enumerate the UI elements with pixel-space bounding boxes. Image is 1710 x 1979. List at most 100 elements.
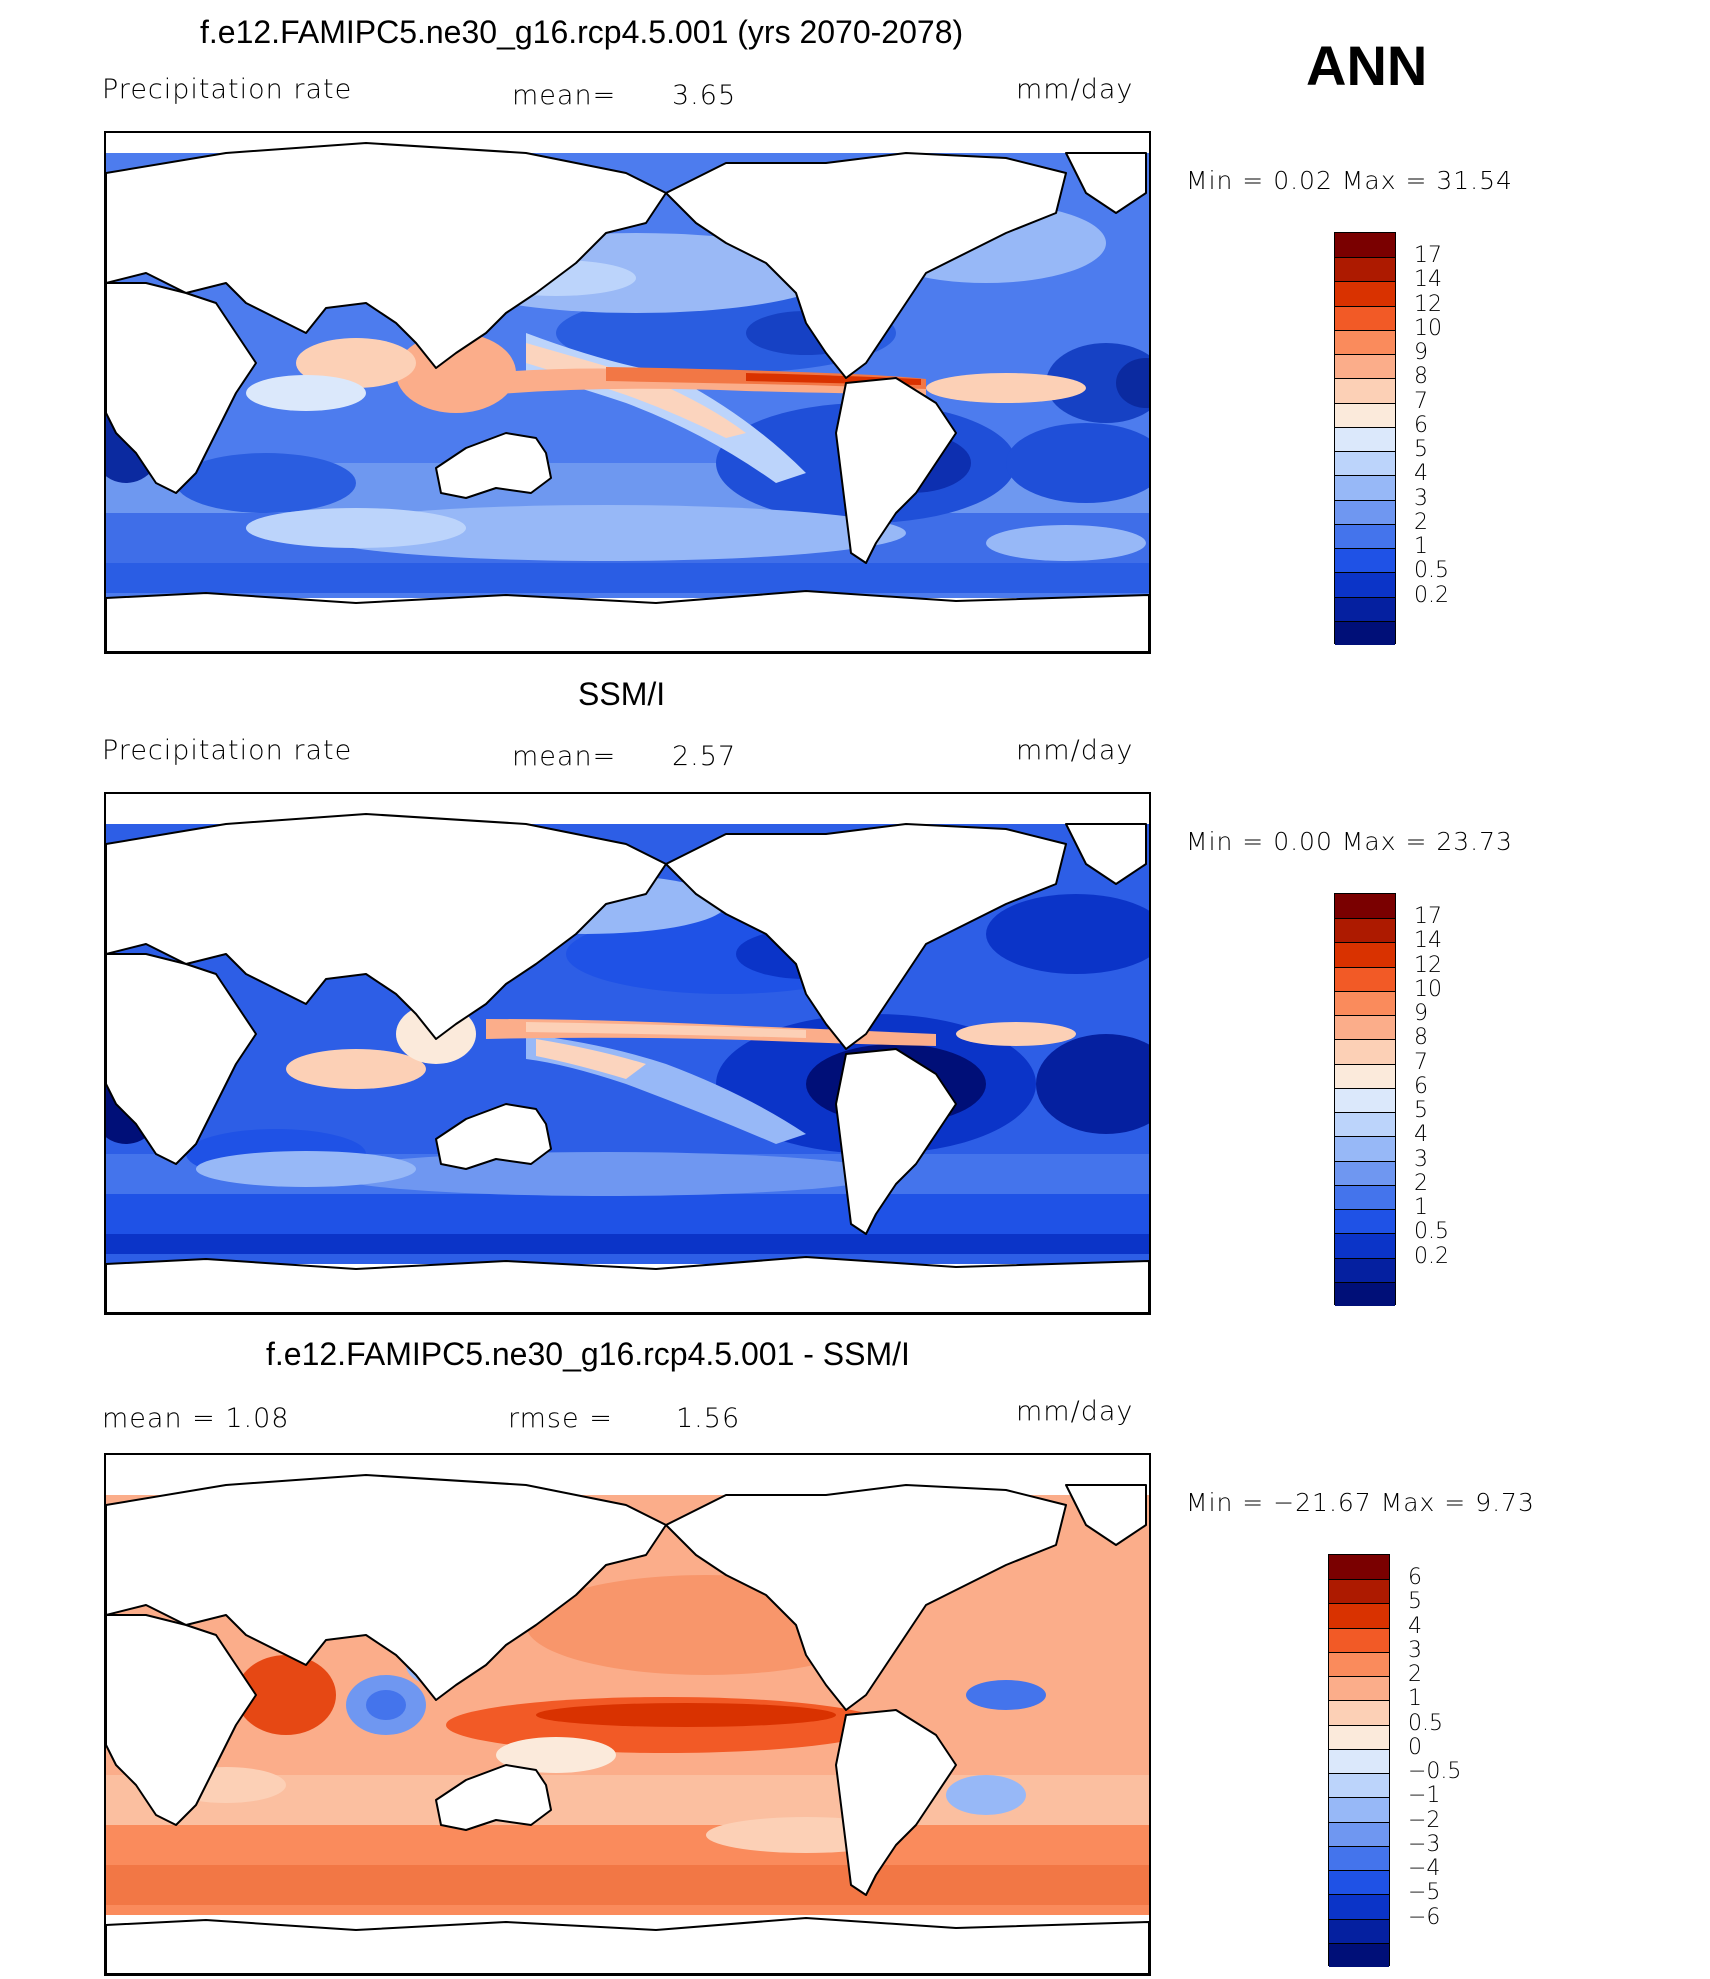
- panel3-colorbar-swatch: [1329, 1748, 1389, 1774]
- panel2-colorbar-swatch: [1335, 1209, 1395, 1234]
- panel1-variable-label: Precipitation rate: [102, 74, 353, 105]
- panel3-colorbar-swatch: [1329, 1603, 1389, 1628]
- panel3-rmse-label: rmse =: [508, 1403, 613, 1434]
- panel2-colorbar-label: 12: [1414, 952, 1442, 978]
- panel1-colorbar-swatch: [1335, 475, 1395, 500]
- panel3-colorbar-swatch: [1329, 1845, 1389, 1871]
- panel2-colorbar-label: 1: [1414, 1195, 1428, 1221]
- panel3-colorbar-label: 5: [1408, 1589, 1422, 1615]
- panel1-colorbar-swatch: [1335, 281, 1395, 306]
- panel3-colorbar-label: 0.5: [1408, 1710, 1443, 1736]
- panel1-colorbar-swatch: [1335, 402, 1395, 427]
- panel3-colorbar-label: −3: [1408, 1831, 1441, 1857]
- panel2-colorbar-swatch: [1335, 990, 1395, 1016]
- panel3-colorbar-label: −1: [1408, 1783, 1441, 1809]
- panel2-colorbar-swatch: [1335, 1039, 1395, 1064]
- panel3-colorbar-label: −5: [1408, 1880, 1441, 1906]
- panel3-colorbar-swatch: [1329, 1700, 1389, 1725]
- panel1-colorbar-label: 1: [1414, 534, 1428, 560]
- panel3-colorbar-label: −0.5: [1408, 1759, 1462, 1785]
- panel3-colorbar-swatch: [1329, 1797, 1389, 1822]
- panel1-colorbar-label: 6: [1414, 412, 1428, 438]
- panel1-colorbar-label: 14: [1414, 267, 1442, 293]
- panel2-colorbar-swatch: [1335, 1087, 1395, 1113]
- panel1-mean-value: 3.65: [672, 80, 737, 111]
- panel2-colorbar-label: 2: [1414, 1170, 1428, 1196]
- season-label: ANN: [1306, 34, 1428, 97]
- panel1-colorbar: [1334, 232, 1396, 645]
- panel1-colorbar-label: 4: [1414, 461, 1428, 487]
- panel2-colorbar-swatch: [1335, 1136, 1395, 1161]
- panel3-map: [104, 1453, 1151, 1976]
- panel1-map: [104, 131, 1151, 654]
- panel2-map: [104, 792, 1151, 1315]
- panel2-colorbar-swatch: [1335, 966, 1395, 991]
- panel2-colorbar-label: 3: [1414, 1146, 1428, 1172]
- panel1-colorbar-label: 0.5: [1414, 558, 1449, 584]
- panel2-colorbar-label: 5: [1414, 1098, 1428, 1124]
- panel3-colorbar-label: 6: [1408, 1565, 1422, 1591]
- panel1-colorbar-swatch: [1335, 499, 1395, 524]
- panel1-colorbar-label: 8: [1414, 364, 1428, 390]
- panel2-colorbar-label: 8: [1414, 1025, 1428, 1051]
- panel1-colorbar-swatch: [1335, 257, 1395, 282]
- panel2-colorbar-label: 0.5: [1414, 1219, 1449, 1245]
- panel2-colorbar-swatch: [1335, 1063, 1395, 1088]
- panel3-colorbar-label: 4: [1408, 1613, 1422, 1639]
- panel3-colorbar-swatch: [1329, 1627, 1389, 1652]
- panel2-colorbar: [1334, 893, 1396, 1306]
- panel3-colorbar: [1328, 1554, 1390, 1967]
- panel1-colorbar-swatch: [1335, 620, 1395, 645]
- panel2-colorbar-swatch: [1335, 1160, 1395, 1185]
- panel3-colorbar-swatch: [1329, 1894, 1389, 1919]
- panel2-colorbar-swatch: [1335, 1112, 1395, 1137]
- panel2-colorbar-label: 7: [1414, 1049, 1428, 1075]
- panel2-colorbar-swatch: [1335, 1233, 1395, 1258]
- panel2-units: mm/day: [1016, 735, 1134, 766]
- panel2-colorbar-swatch: [1335, 1257, 1395, 1282]
- panel3-colorbar-swatch: [1329, 1724, 1389, 1749]
- panel1-colorbar-label: 3: [1414, 485, 1428, 511]
- panel3-colorbar-swatch: [1329, 1918, 1389, 1943]
- panel1-colorbar-label: 5: [1414, 437, 1428, 463]
- panel3-colorbar-label: 2: [1408, 1662, 1422, 1688]
- panel3-mean-label: mean = 1.08: [102, 1403, 290, 1434]
- panel1-colorbar-swatch: [1335, 354, 1395, 379]
- panel3-colorbar-swatch: [1329, 1579, 1389, 1604]
- panel1-colorbar-label: 2: [1414, 509, 1428, 535]
- panel1-colorbar-swatch: [1335, 329, 1395, 355]
- panel1-colorbar-swatch: [1335, 572, 1395, 597]
- panel2-colorbar-swatch: [1335, 1015, 1395, 1040]
- panel3-rmse-value: 1.56: [676, 1403, 741, 1434]
- panel3-colorbar-label: −4: [1408, 1856, 1441, 1882]
- panel1-units: mm/day: [1016, 74, 1134, 105]
- panel2-colorbar-swatch: [1335, 894, 1395, 919]
- panel1-colorbar-label: 7: [1414, 388, 1428, 414]
- panel2-colorbar-label: 9: [1414, 1001, 1428, 1027]
- panel3-colorbar-swatch: [1329, 1773, 1389, 1798]
- panel2-colorbar-label: 17: [1414, 904, 1442, 930]
- panel1-colorbar-label: 12: [1414, 291, 1442, 317]
- panel3-colorbar-swatch: [1329, 1555, 1389, 1580]
- panel2-mean-label: mean=: [512, 741, 617, 772]
- panel2-colorbar-swatch: [1335, 1184, 1395, 1210]
- panel2-mean-value: 2.57: [672, 741, 737, 772]
- panel2-colorbar-swatch: [1335, 942, 1395, 967]
- panel2-colorbar-label: 0.2: [1414, 1243, 1449, 1269]
- panel1-min-max: Min = 0.02 Max = 31.54: [1186, 166, 1513, 195]
- panel1-colorbar-label: 0.2: [1414, 582, 1449, 608]
- panel3-colorbar-swatch: [1329, 1676, 1389, 1701]
- panel3-colorbar-label: −2: [1408, 1807, 1441, 1833]
- panel1-colorbar-swatch: [1335, 548, 1395, 573]
- panel1-colorbar-swatch: [1335, 596, 1395, 621]
- panel1-colorbar-label: 9: [1414, 340, 1428, 366]
- panel2-colorbar-swatch: [1335, 918, 1395, 943]
- panel3-title: f.e12.FAMIPC5.ne30_g16.rcp4.5.001 - SSM/…: [266, 1336, 910, 1372]
- panel1-colorbar-swatch: [1335, 305, 1395, 330]
- panel3-min-max: Min = −21.67 Max = 9.73: [1186, 1488, 1535, 1517]
- panel1-colorbar-label: 10: [1414, 315, 1442, 341]
- panel3-colorbar-swatch: [1329, 1870, 1389, 1895]
- panel3-colorbar-swatch: [1329, 1942, 1389, 1967]
- panel3-colorbar-label: 3: [1408, 1637, 1422, 1663]
- panel2-colorbar-label: 6: [1414, 1073, 1428, 1099]
